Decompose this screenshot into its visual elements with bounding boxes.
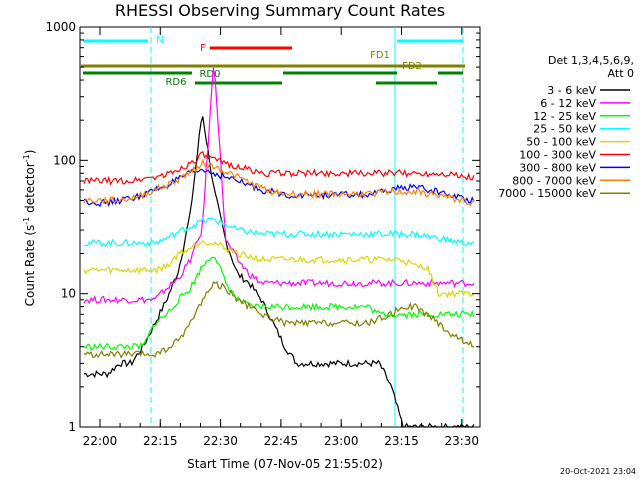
y-axis-label-sup2: -1 bbox=[22, 154, 31, 162]
plot-frame bbox=[79, 26, 481, 428]
series-line-1 bbox=[83, 67, 475, 305]
flag-label-fd2: FD2 bbox=[402, 61, 422, 72]
legend-entry-label: 800 - 7000 keV bbox=[512, 174, 596, 187]
y-axis-label-mid: detector bbox=[23, 162, 37, 217]
series-line-3 bbox=[83, 216, 474, 248]
x-tick-label: 22:15 bbox=[143, 434, 178, 448]
series-line-5 bbox=[83, 151, 475, 186]
svg-text:Count Rate (s-1 detector-1): Count Rate (s-1 detector-1) bbox=[22, 150, 37, 307]
flag-label-rd0: RD0 bbox=[199, 69, 220, 80]
y-axis-ticks: 1 10 100 1000 bbox=[45, 20, 480, 434]
series-group bbox=[83, 67, 475, 428]
series-line-8 bbox=[83, 281, 475, 359]
plot-area: N F FD1 FD2 RD0 RD6 1 10 100 1000 22:00 22:15 22:3… bbox=[45, 20, 481, 448]
x-tick-label: 23:15 bbox=[384, 434, 419, 448]
y-axis-label-end: ) bbox=[23, 150, 37, 155]
series-line-4 bbox=[83, 240, 475, 299]
y-tick-label: 100 bbox=[53, 153, 76, 167]
x-tick-label: 22:00 bbox=[83, 434, 118, 448]
flag-label-fd1: FD1 bbox=[370, 50, 390, 61]
x-axis-ticks: 22:00 22:15 22:30 22:45 23:00 23:15 23:30 bbox=[83, 27, 479, 448]
y-tick-label: 1 bbox=[68, 420, 76, 434]
y-tick-label: 10 bbox=[61, 287, 76, 301]
flag-label-rd6: RD6 bbox=[165, 77, 186, 88]
x-tick-label: 22:45 bbox=[264, 434, 299, 448]
flag-label-n: N bbox=[156, 35, 163, 46]
legend-entry-label: 3 - 6 keV bbox=[547, 84, 596, 97]
y-axis-label: Count Rate (s-1 detector-1) bbox=[22, 150, 37, 307]
y-axis-label-sup1: -1 bbox=[22, 217, 31, 225]
series-line-0 bbox=[83, 116, 475, 428]
legend-entry-label: 300 - 800 keV bbox=[519, 161, 596, 174]
x-tick-label: 23:30 bbox=[444, 434, 479, 448]
legend-entry-label: 7000 - 15000 keV bbox=[498, 187, 596, 200]
x-axis-label: Start Time (07-Nov-05 21:55:02) bbox=[187, 457, 383, 471]
legend-entry-label: 6 - 12 keV bbox=[540, 97, 596, 110]
footer-timestamp: 20-Oct-2021 23:04 bbox=[560, 467, 636, 476]
legend-header-line2: Att 0 bbox=[608, 67, 634, 80]
series-line-7 bbox=[83, 158, 475, 207]
observing-flag-bars: N F FD1 FD2 RD0 RD6 bbox=[81, 27, 465, 427]
legend-header-line1: Det 1,3,4,5,6,9, bbox=[548, 54, 634, 67]
legend-entry-label: 25 - 50 keV bbox=[533, 123, 596, 136]
series-line-6 bbox=[83, 168, 475, 208]
x-tick-label: 22:30 bbox=[203, 434, 238, 448]
y-axis-label-main: Count Rate (s bbox=[23, 225, 37, 307]
chart-title: RHESSI Observing Summary Count Rates bbox=[115, 1, 445, 20]
legend-entry-label: 50 - 100 keV bbox=[526, 136, 596, 149]
x-tick-label: 23:00 bbox=[324, 434, 359, 448]
series-line-2 bbox=[83, 256, 475, 351]
legend-entry-label: 100 - 300 keV bbox=[519, 149, 596, 162]
legend-entry-label: 12 - 25 keV bbox=[533, 110, 596, 123]
y-tick-label: 1000 bbox=[45, 20, 76, 34]
flag-label-f: F bbox=[200, 43, 206, 54]
